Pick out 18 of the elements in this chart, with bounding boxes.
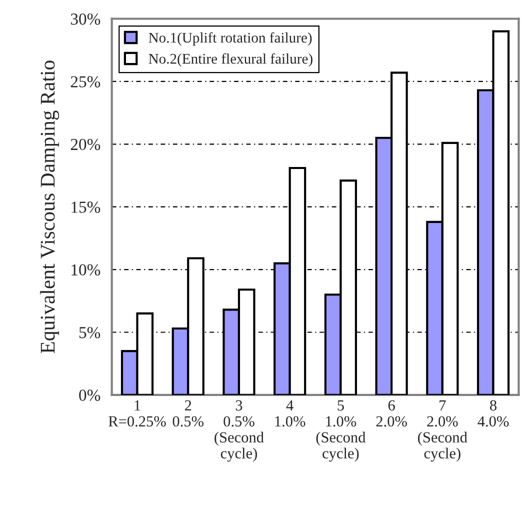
x-tick-label: 6 2.0% [376,400,407,427]
x-tick-label: 2 0.5% [172,400,204,427]
x-tick-label: 5 1.0% (Second cycle) [316,400,366,462]
x-tick-label: 3 0.5% (Second cycle) [214,400,264,462]
x-tick-label: 7 2.0% (Second cycle) [418,400,468,462]
y-tick-label: 10% [72,264,100,276]
y-tick-label: 30% [70,13,100,25]
y-tick-label: 15% [72,202,100,213]
x-tick-label: 4 1.0% [275,400,306,427]
x-tick-label: 1 R=0.25% [108,400,166,427]
y-tick-label: 5% [79,326,100,338]
y-tick-label: 25% [70,76,100,88]
y-axis-title: Equivalent Viscous Damping Ratio [40,60,60,354]
y-tick-label: 0% [79,390,100,401]
x-tick-label: 8 4.0% [478,400,509,427]
y-tick-label: 20% [70,138,100,150]
legend-label: No.1(Uplift rotation failure) [148,32,312,46]
legend-label: No.2(Entire flexural failure) [148,53,312,67]
